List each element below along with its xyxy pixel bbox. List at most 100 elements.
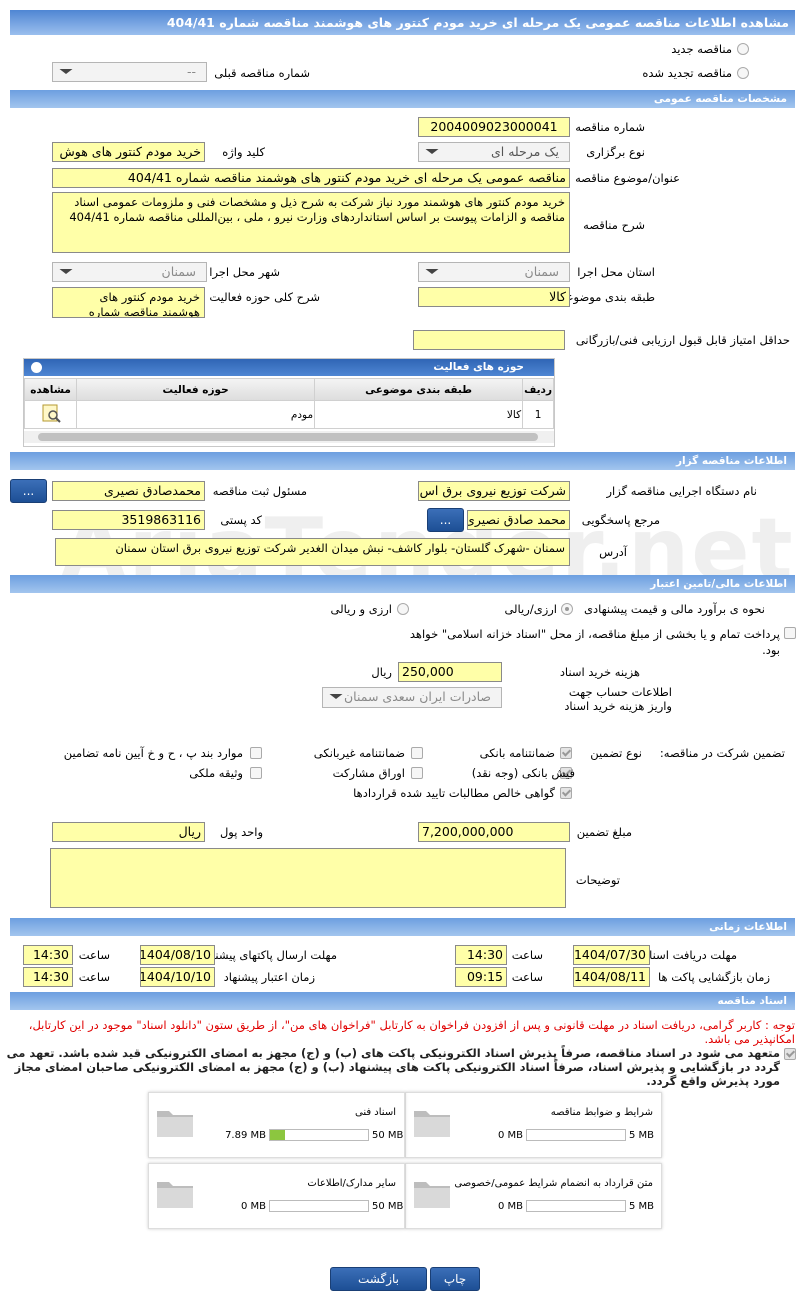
field: محمدصادق نصیری [52, 481, 205, 501]
cell: 1 [522, 400, 554, 429]
label: مسئول ثبت مناقصه [212, 484, 307, 498]
checkbox [250, 767, 262, 779]
path [157, 1117, 193, 1137]
label: توضیحات [575, 873, 620, 887]
label: عنوان/موضوع مناقصه [575, 171, 680, 185]
checkbox [560, 787, 572, 799]
option-label: موارد بند پ ، ح و خ آیین نامه تضامین [63, 746, 243, 760]
section-bar: مشخصات مناقصه عمومی [10, 90, 795, 108]
button[interactable]: ... [10, 479, 47, 503]
field: 14:30 [23, 967, 73, 987]
label: شرح کلی حوزه فعالیت [209, 290, 320, 304]
checkbox [411, 767, 423, 779]
section-bar: اطلاعات مالی/تامین اعتبار [10, 575, 795, 593]
path [157, 1188, 193, 1208]
field: ریال [52, 822, 205, 842]
path [414, 1117, 450, 1137]
checkbox [560, 747, 572, 759]
page-title: مشاهده اطلاعات مناقصه عمومی یک مرحله ای … [10, 10, 795, 35]
label: ساعت [511, 948, 543, 962]
label: هزینه خرید اسناد [559, 665, 640, 679]
file-box: متن قرارداد به انضمام شرایط عمومی/خصوصی … [405, 1163, 662, 1229]
select[interactable]: صادرات ایران سعدی سمنان [322, 687, 502, 708]
checkbox [560, 767, 572, 779]
radio[interactable] [737, 43, 749, 55]
select[interactable]: سمنان [52, 262, 207, 282]
label: آدرس [599, 545, 627, 559]
radio[interactable] [737, 67, 749, 79]
column-header: طبقه بندی موضوعی [314, 378, 524, 401]
file-box: شرایط و ضوابط مناقصه 0 MB 5 MB [405, 1092, 662, 1158]
capacity: 50 MB [372, 1130, 404, 1141]
activity-panel: حوزه های فعالیت ردیف طبقه بندی موضوعی حو… [23, 358, 555, 447]
cell: مودم [76, 400, 316, 429]
file-box: سایر مدارک/اطلاعات 0 MB 50 MB [148, 1163, 405, 1229]
cell: کالا [314, 400, 524, 429]
section-bar: اسناد مناقصه [10, 992, 795, 1010]
radio-label: مناقصه جدید [671, 42, 732, 56]
label: مهلت ارسال پاکتهای پیشنهاد [201, 948, 337, 962]
column-header: مشاهده [23, 378, 78, 401]
label: زمان بازگشایی پاکت ها [658, 970, 770, 984]
label: طبقه بندی موضوعی [557, 290, 655, 304]
radio-label: مناقصه تجدید شده [642, 66, 732, 80]
checkbox[interactable] [784, 627, 796, 639]
field [413, 330, 565, 350]
field: 1404/07/30 [573, 945, 650, 965]
progress-bar [269, 1200, 369, 1212]
file-name: سایر مدارک/اطلاعات [307, 1178, 396, 1189]
checkbox [784, 1048, 796, 1060]
used-size: 7.89 MB [225, 1130, 266, 1141]
progress-bar [526, 1200, 626, 1212]
label: استان محل اجرا [577, 265, 655, 279]
used-size: 0 MB [497, 1201, 523, 1212]
button[interactable]: ... [427, 508, 464, 532]
activity-table: ردیف طبقه بندی موضوعی حوزه فعالیت مشاهده… [23, 378, 554, 429]
back-button[interactable]: بازگشت [330, 1267, 427, 1291]
label: مهلت دریافت اسناد [644, 948, 737, 962]
panel-title: حوزه های فعالیت [24, 359, 554, 376]
progress-fill [270, 1130, 286, 1140]
commitment: متعهد می شود در اسناد مناقصه، صرفاً پذیر… [6, 1046, 780, 1088]
file-name: اسناد فنی [355, 1107, 396, 1118]
select[interactable]: سمنان [418, 262, 570, 282]
textarea: خرید مودم کنتور های هوشمند مورد نیاز شرک… [52, 192, 570, 253]
field: کالا [418, 287, 570, 307]
folder-icon [414, 1182, 450, 1208]
collapse-icon[interactable] [31, 362, 42, 373]
select[interactable]: -- [52, 62, 207, 82]
label: شرح مناقصه [583, 218, 645, 232]
field: 1404/08/10 [140, 945, 215, 965]
label: کلید واژه [222, 145, 265, 159]
radio[interactable] [397, 603, 409, 615]
field: 2004009023000041 [418, 117, 570, 137]
column-header: ردیف [522, 378, 554, 401]
label: نوع تضمین [590, 746, 642, 760]
option-label: ضمانتنامه بانکی [479, 746, 555, 760]
label: کد پستی [220, 513, 262, 527]
capacity: 5 MB [629, 1130, 655, 1141]
field: شرکت توزیع نیروی برق اس [418, 481, 570, 501]
option-label: وثیقه ملکی [189, 766, 243, 780]
field: 3519863116 [52, 510, 205, 530]
print-button[interactable]: چاپ [430, 1267, 480, 1291]
textarea: خرید مودم کنتور های هوشمند مناقصه شماره [52, 287, 205, 318]
file-name: متن قرارداد به انضمام شرایط عمومی/خصوصی [454, 1178, 653, 1189]
select[interactable]: یک مرحله ای [418, 142, 570, 162]
label: مبلغ تضمین [576, 825, 632, 839]
scroll-thumb[interactable] [38, 433, 538, 441]
field: محمد صادق نصیری [467, 510, 570, 530]
tr: ردیف طبقه بندی موضوعی حوزه فعالیت مشاهده [23, 378, 554, 401]
option-label: فیش بانکی (وجه نقد) [471, 766, 575, 780]
file-name: شرایط و ضوابط مناقصه [550, 1107, 653, 1118]
view-icon[interactable] [40, 403, 62, 423]
label: ساعت [78, 948, 110, 962]
note: پرداخت تمام و یا بخشی از مبلغ مناقصه، از… [409, 627, 780, 657]
label: نحوه ی برآورد مالی و قیمت پیشنهادی [583, 602, 765, 616]
option-label: اوراق مشارکت [332, 766, 405, 780]
progress-bar [269, 1129, 369, 1141]
cell [23, 400, 78, 429]
field: 250,000 [398, 662, 502, 682]
checkbox [411, 747, 423, 759]
